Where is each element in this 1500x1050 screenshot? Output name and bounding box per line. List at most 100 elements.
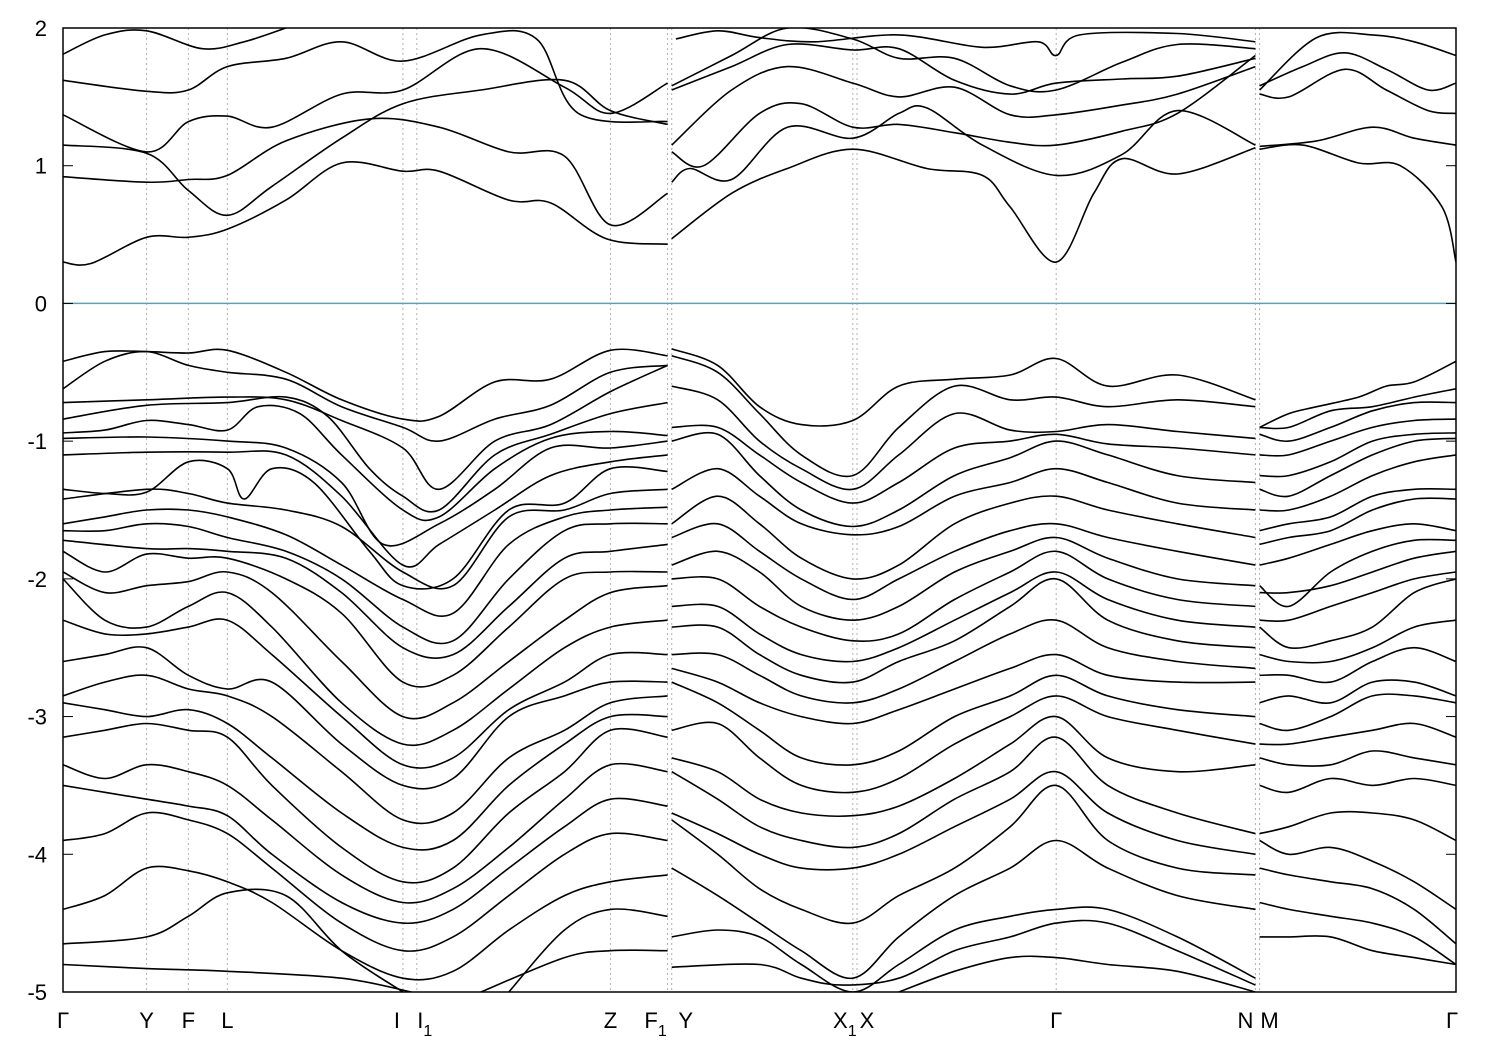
band-line	[1259, 777, 1456, 794]
x-axis-ticks: Γ Y F L I I1 Z F1 Y X1 X Γ N M Γ	[57, 1008, 1458, 1040]
band-line	[898, 955, 1256, 992]
y-axis-ticks: 2 1 0 -1 -2 -3 -4 -5	[27, 16, 1456, 1005]
band-line	[1259, 679, 1456, 704]
band-line	[1259, 646, 1456, 684]
band-line	[671, 770, 1256, 871]
band-line	[671, 65, 1256, 146]
band-line	[671, 784, 1256, 925]
band-line	[1259, 522, 1456, 566]
band-line	[63, 404, 668, 522]
band-line	[671, 715, 1256, 817]
band-line	[63, 811, 668, 952]
kpoint-grid-lines	[146, 28, 1261, 992]
x-tick-label: Z	[604, 1008, 617, 1033]
y-tick-label: -3	[27, 705, 47, 730]
band-line	[1259, 693, 1456, 732]
band-line	[1259, 867, 1456, 945]
band-line	[1259, 51, 1456, 92]
band-line	[1259, 360, 1456, 429]
x-tick-label: M	[1260, 1008, 1278, 1033]
band-line	[1259, 810, 1456, 842]
band-line	[63, 350, 668, 442]
band-line	[1259, 497, 1456, 546]
y-tick-label: -1	[27, 429, 47, 454]
band-line	[63, 646, 668, 790]
band-line	[671, 695, 1256, 794]
band-line	[671, 28, 1256, 93]
band-line	[671, 467, 1256, 536]
band-line	[671, 839, 1256, 980]
y-tick-label: -5	[27, 980, 47, 1005]
x-tick-label: X1	[833, 1008, 857, 1040]
band-line	[1259, 750, 1456, 767]
band-line	[63, 888, 404, 992]
band-line	[1259, 31, 1456, 91]
band-line	[63, 522, 668, 645]
plot-frame	[62, 27, 1457, 993]
x-tick-label: F	[182, 1008, 195, 1033]
band-line	[1259, 571, 1456, 623]
band-line	[671, 919, 1256, 986]
band-line	[63, 762, 668, 904]
band-line	[1259, 619, 1456, 664]
band-line	[480, 949, 668, 992]
band-lines	[63, 28, 1456, 992]
band-line	[1259, 126, 1456, 148]
x-tick-label: I1	[417, 1008, 432, 1040]
band-line	[1259, 578, 1456, 650]
x-tick-label: Y	[678, 1008, 693, 1033]
band-line	[63, 722, 668, 884]
band-line	[1259, 432, 1456, 478]
band-line	[671, 578, 1256, 684]
band-line	[671, 147, 1256, 263]
y-tick-label: -4	[27, 842, 47, 867]
band-line	[1259, 488, 1456, 532]
band-line	[63, 436, 668, 547]
x-tick-label: I	[394, 1008, 400, 1033]
x-tick-label: Γ	[1446, 1008, 1458, 1033]
x-tick-label: Γ	[57, 1008, 69, 1033]
band-line	[1259, 935, 1456, 966]
band-line	[63, 550, 668, 688]
band-line	[671, 105, 1256, 183]
band-line	[1259, 550, 1456, 594]
band-line	[508, 908, 668, 992]
band-line	[671, 674, 1256, 766]
band-line	[63, 578, 668, 747]
band-line	[63, 78, 668, 217]
band-line	[1259, 388, 1456, 430]
band-line	[63, 459, 668, 590]
y-tick-label: -2	[27, 567, 47, 592]
band-line	[63, 29, 668, 123]
x-tick-label: L	[221, 1008, 233, 1033]
band-line	[63, 570, 668, 720]
band-line	[671, 431, 1256, 528]
x-tick-label: Γ	[1050, 1008, 1062, 1033]
band-line	[675, 29, 1256, 57]
band-line	[671, 522, 1256, 601]
band-line	[63, 865, 668, 981]
band-line	[1259, 143, 1456, 263]
band-line	[63, 450, 668, 568]
band-line	[671, 619, 1256, 704]
y-tick-label: 1	[35, 154, 47, 179]
x-tick-label: N	[1237, 1008, 1253, 1033]
band-line	[63, 506, 668, 617]
band-line	[63, 618, 668, 769]
band-line	[1259, 722, 1456, 746]
band-line	[671, 906, 1256, 992]
x-tick-label: F1	[644, 1008, 666, 1040]
band-line	[63, 539, 668, 659]
band-line	[671, 571, 1256, 663]
band-line	[1259, 437, 1456, 498]
band-line	[1259, 901, 1456, 966]
band-line	[671, 385, 1256, 491]
band-line	[63, 674, 668, 825]
band-line	[671, 550, 1256, 642]
band-line	[63, 702, 668, 851]
band-line	[671, 424, 1256, 504]
band-line	[671, 54, 1256, 168]
band-line	[1259, 538, 1456, 608]
band-line	[671, 736, 1256, 849]
